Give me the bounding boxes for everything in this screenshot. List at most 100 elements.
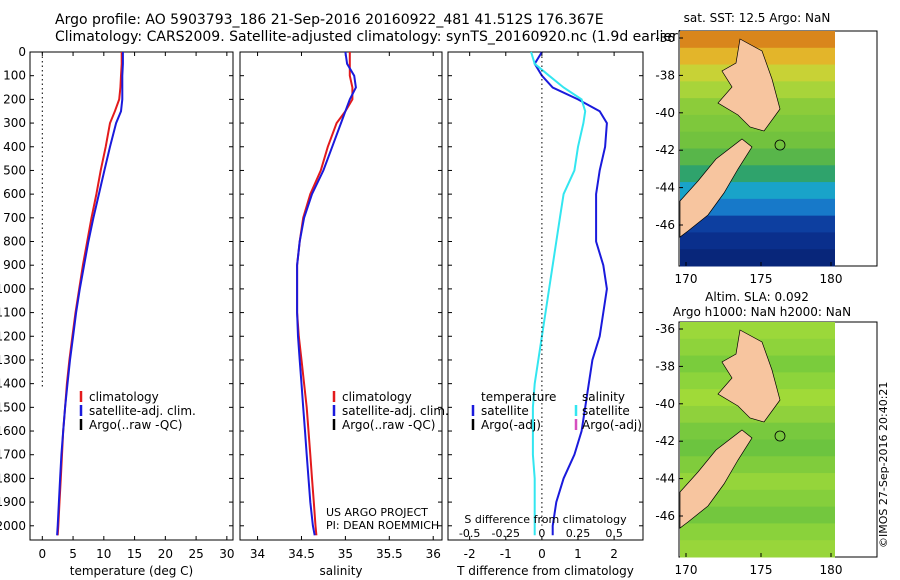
map-x-tick-label: 175: [750, 272, 773, 286]
map-y-tick-label: -38: [655, 359, 675, 373]
s-tick-label: 0.25: [566, 527, 591, 540]
depth-tick-label: 100: [3, 69, 26, 83]
salinity-xlabel: salinity: [319, 564, 362, 578]
s-difference-label: S difference from climatology: [464, 513, 627, 526]
s-tick-label: 0: [538, 527, 545, 540]
x-tick-label: 0: [38, 547, 46, 561]
legend-label: satellite-adj. clim.: [89, 404, 196, 418]
sst-map: 170 175 180 -36 -38 -40 -42 -44 -46: [655, 30, 878, 286]
x-tick-label: -1: [500, 547, 512, 561]
x-tick-label: 34.5: [288, 547, 315, 561]
s-tick-label: 0.5: [605, 527, 623, 540]
map-cell: [680, 215, 835, 233]
map-y-tick-label: -46: [655, 218, 675, 232]
map-cell: [680, 523, 835, 541]
legend-label: satellite: [481, 404, 529, 418]
depth-tick-label: 900: [3, 258, 26, 272]
map-cell: [680, 249, 835, 267]
legend-label: Argo(..raw -QC): [89, 418, 182, 432]
depth-tick-label: 500: [3, 163, 26, 177]
map-cell: [680, 322, 835, 340]
x-tick-label: -2: [464, 547, 476, 561]
series-line: [530, 51, 587, 536]
temperature-frame: [29, 51, 234, 541]
legend-label: Argo(-adj): [481, 418, 541, 432]
map-x-tick-label: 180: [820, 272, 843, 286]
difference-frame: [447, 51, 644, 541]
difference-panel: -2 -1 0 1 2 T difference from climatology temp…: [447, 51, 644, 578]
map-y-tick-label: -36: [655, 31, 675, 45]
x-tick-label: 20: [158, 547, 173, 561]
map-cell: [680, 131, 835, 149]
project-annotation: US ARGO PROJECT: [326, 506, 428, 519]
x-tick-label: 34: [250, 547, 265, 561]
depth-tick-label: 2000: [0, 519, 26, 533]
south-island-shape: [679, 138, 753, 238]
salinity-frame: [239, 51, 443, 541]
x-tick-label: 15: [127, 547, 142, 561]
map-x-tick-label: 175: [750, 563, 773, 577]
map-cell: [680, 540, 835, 558]
climatology-subtitle: Climatology: CARS2009. Satellite-adjuste…: [55, 29, 684, 45]
south-island-shape: [679, 429, 753, 529]
x-tick-label: 2: [610, 547, 618, 561]
temperature-panel: 0100200300400500600700800900100011001200…: [0, 45, 234, 578]
map-y-tick-label: -40: [655, 106, 675, 120]
legend-title: temperature: [481, 390, 556, 404]
series-line: [56, 52, 124, 536]
map-cell: [680, 148, 835, 166]
north-island-shape: [717, 38, 781, 132]
series-line: [533, 51, 608, 536]
map-y-tick-label: -44: [655, 472, 675, 486]
legend-label: climatology: [342, 390, 412, 404]
map-y-tick-label: -46: [655, 509, 675, 523]
temperature-xlabel: temperature (deg C): [70, 564, 193, 578]
map-x-tick-label: 170: [675, 563, 698, 577]
x-tick-label: 1: [574, 547, 582, 561]
map-cell: [680, 422, 835, 440]
depth-tick-label: 1600: [0, 424, 26, 438]
x-tick-label: 25: [188, 547, 203, 561]
argo-position-marker: [774, 139, 786, 151]
map-y-tick-label: -36: [655, 322, 675, 336]
depth-tick-label: 800: [3, 235, 26, 249]
x-tick-label: 5: [69, 547, 77, 561]
depth-tick-label: 700: [3, 211, 26, 225]
x-tick-label: 36: [426, 547, 441, 561]
depth-tick-label: 400: [3, 140, 26, 154]
depth-tick-label: 1200: [0, 329, 26, 343]
s-tick-label: -0.25: [492, 527, 520, 540]
depth-tick-label: 1700: [0, 448, 26, 462]
map-cell: [680, 232, 835, 250]
map-y-tick-label: -40: [655, 397, 675, 411]
salinity-panel: 34 34.5 35 35.5 36 salinity climatologysatelli…: [239, 51, 449, 578]
x-tick-label: 0: [538, 547, 546, 561]
profile-title: Argo profile: AO 5903793_186 21-Sep-2016…: [55, 12, 604, 28]
map-cell: [680, 198, 835, 217]
legend-label: Argo(-adj): [582, 418, 642, 432]
x-tick-label: 35.5: [376, 547, 403, 561]
map-cell: [680, 31, 835, 49]
depth-tick-label: 0: [18, 45, 26, 59]
depth-tick-label: 1900: [0, 495, 26, 509]
depth-tick-label: 1000: [0, 282, 26, 296]
x-tick-label: 30: [219, 547, 234, 561]
legend-title: salinity: [582, 390, 625, 404]
imos-timestamp: ©IMOS 27-Sep-2016 20:40:21: [877, 381, 890, 548]
map-y-tick-label: -38: [655, 68, 675, 82]
map-cell: [680, 506, 835, 524]
argo-position-marker: [774, 430, 786, 442]
sla-map-title: Altim. SLA: 0.092: [705, 290, 809, 304]
map-y-tick-label: -44: [655, 181, 675, 195]
project-annotation: PI: DEAN ROEMMICH: [326, 519, 439, 532]
legend-label: Argo(..raw -QC): [342, 418, 435, 432]
depth-tick-label: 600: [3, 187, 26, 201]
difference-xlabel: T difference from climatology: [456, 564, 634, 578]
legend-label: climatology: [89, 390, 159, 404]
s-tick-label: -0.5: [459, 527, 480, 540]
map-x-tick-label: 180: [820, 563, 843, 577]
depth-tick-label: 1300: [0, 353, 26, 367]
map-y-tick-label: -42: [655, 143, 675, 157]
map-cell: [680, 489, 835, 508]
